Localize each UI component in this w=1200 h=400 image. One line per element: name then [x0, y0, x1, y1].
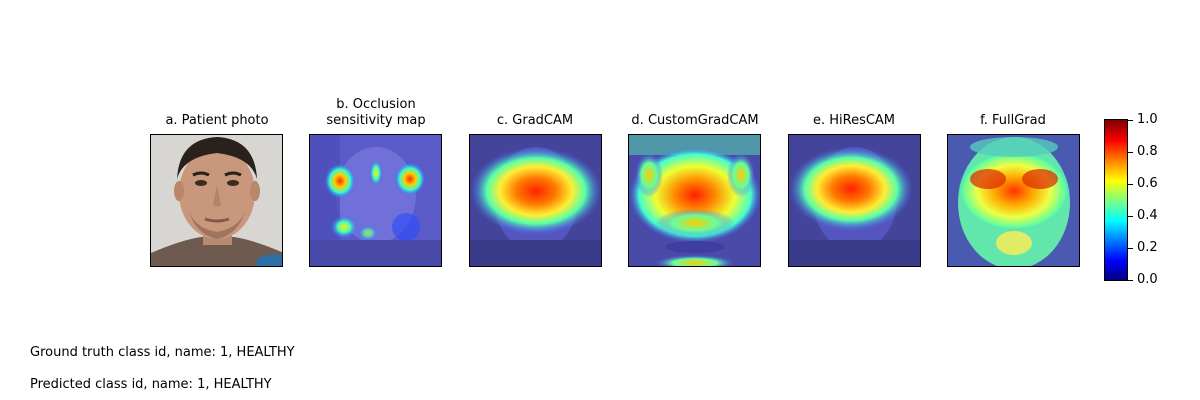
colorbar-tick	[1128, 216, 1133, 217]
colorbar-tick	[1128, 120, 1133, 121]
colorbar-tick-label: 0.6	[1137, 176, 1158, 191]
colorbar-tick-label: 0.4	[1137, 208, 1158, 223]
panel-title-customgradcam: d. CustomGradCAM	[631, 113, 759, 128]
gradcam-heatmap	[469, 134, 602, 267]
colorbar-tick	[1128, 248, 1133, 249]
hirescam-heatmap	[788, 134, 921, 267]
panel-title-hirescam: e. HiResCAM	[812, 113, 896, 128]
panel-title-occlusion: b. Occlusion sensitivity map	[326, 97, 426, 128]
ground-truth-label: Ground truth class id, name: 1, HEALTHY	[30, 345, 295, 360]
colorbar-tick-label: 0.0	[1137, 272, 1158, 287]
colorbar-tick-label: 0.8	[1137, 144, 1158, 159]
fullgrad-heatmap	[947, 134, 1080, 267]
colorbar-tick-label: 1.0	[1137, 112, 1158, 127]
customgradcam-heatmap	[628, 134, 761, 267]
colorbar-tick	[1128, 280, 1133, 281]
colorbar-tick	[1128, 184, 1133, 185]
panel-title-gradcam: c. GradCAM	[496, 113, 574, 128]
panel-title-patient-photo: a. Patient photo	[165, 113, 269, 128]
predicted-label: Predicted class id, name: 1, HEALTHY	[30, 377, 272, 392]
colorbar-tick-label: 0.2	[1137, 240, 1158, 255]
panel-title-fullgrad: f. FullGrad	[980, 113, 1046, 128]
patient-photo-image	[150, 134, 283, 267]
colorbar	[1104, 119, 1128, 281]
colorbar-tick	[1128, 152, 1133, 153]
occlusion-sensitivity-map	[309, 134, 442, 267]
